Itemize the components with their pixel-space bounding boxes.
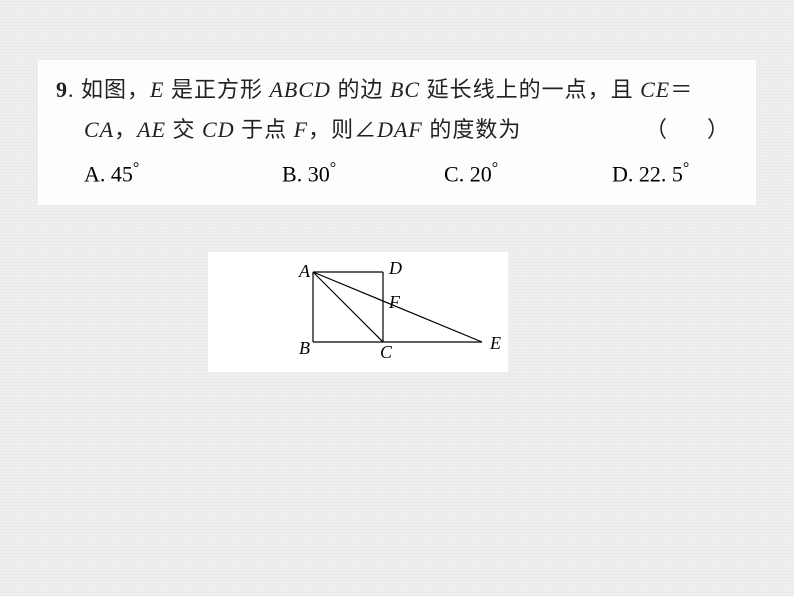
text-part: 是正方形 — [164, 77, 269, 102]
var-AE: AE — [137, 117, 166, 142]
option-d: D. 22. 5° — [612, 150, 689, 193]
var-E: E — [150, 77, 164, 102]
text-part: 于点 — [235, 117, 294, 142]
diagram-block: A D B C E F — [208, 252, 508, 372]
var-BC: BC — [390, 77, 420, 102]
var-ABCD: ABCD — [269, 77, 330, 102]
option-b: B. 30° — [282, 150, 444, 193]
text-part: 的度数为 — [423, 117, 522, 142]
text-part: 交 — [166, 117, 202, 142]
geometry-diagram: A D B C E F — [288, 257, 508, 367]
svg-text:C: C — [380, 342, 393, 362]
answer-paren: （ ） — [645, 110, 730, 150]
var-CE: CE — [640, 77, 670, 102]
text-part: ，则 — [308, 117, 354, 142]
svg-text:E: E — [489, 333, 501, 353]
question-block: 9. 如图，E 是正方形 ABCD 的边 BC 延长线上的一点，且 CE＝ CA… — [38, 60, 756, 205]
text-part: . 如图， — [68, 77, 150, 102]
svg-text:B: B — [299, 338, 310, 358]
text-part: ， — [114, 117, 137, 142]
question-line-2: CA，AE 交 CD 于点 F，则∠DAF 的度数为 （ ） — [56, 110, 738, 150]
option-c: C. 20° — [444, 150, 612, 193]
options-row: A. 45° B. 30° C. 20° D. 22. 5° — [56, 150, 738, 193]
equals-sign: ＝ — [670, 77, 693, 102]
question-line-1: 9. 如图，E 是正方形 ABCD 的边 BC 延长线上的一点，且 CE＝ — [56, 70, 738, 110]
text-part: 延长线上的一点，且 — [420, 77, 640, 102]
var-DAF: DAF — [377, 117, 423, 142]
var-F: F — [294, 117, 308, 142]
angle-symbol: ∠ — [354, 117, 377, 142]
question-number: 9 — [56, 77, 68, 102]
option-a: A. 45° — [84, 150, 282, 193]
var-CD: CD — [202, 117, 235, 142]
svg-text:F: F — [388, 292, 401, 312]
svg-text:A: A — [298, 261, 311, 281]
svg-text:D: D — [388, 258, 402, 278]
var-CA: CA — [84, 117, 114, 142]
text-part: 的边 — [331, 77, 390, 102]
